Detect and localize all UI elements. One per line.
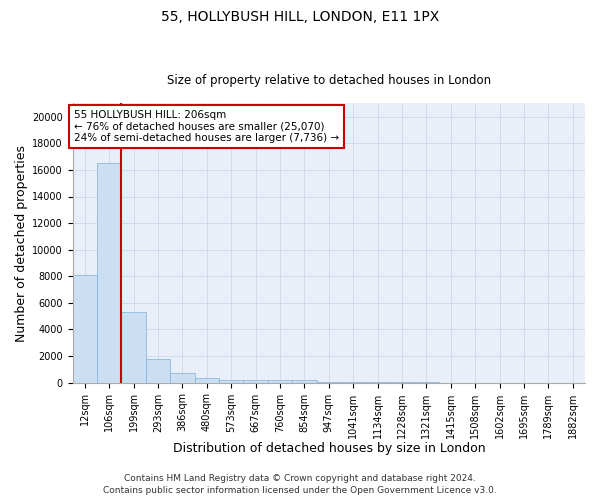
Text: 55 HOLLYBUSH HILL: 206sqm
← 76% of detached houses are smaller (25,070)
24% of s: 55 HOLLYBUSH HILL: 206sqm ← 76% of detac… xyxy=(74,110,339,144)
Title: Size of property relative to detached houses in London: Size of property relative to detached ho… xyxy=(167,74,491,87)
Bar xyxy=(219,380,244,382)
Bar xyxy=(170,372,194,382)
Y-axis label: Number of detached properties: Number of detached properties xyxy=(15,144,28,342)
Bar xyxy=(73,275,97,382)
Bar xyxy=(292,380,317,382)
Text: 55, HOLLYBUSH HILL, LONDON, E11 1PX: 55, HOLLYBUSH HILL, LONDON, E11 1PX xyxy=(161,10,439,24)
Bar xyxy=(97,164,121,382)
Bar xyxy=(121,312,146,382)
X-axis label: Distribution of detached houses by size in London: Distribution of detached houses by size … xyxy=(173,442,485,455)
Text: Contains HM Land Registry data © Crown copyright and database right 2024.
Contai: Contains HM Land Registry data © Crown c… xyxy=(103,474,497,495)
Bar xyxy=(146,360,170,382)
Bar xyxy=(194,378,219,382)
Bar xyxy=(244,380,268,382)
Bar xyxy=(268,380,292,382)
